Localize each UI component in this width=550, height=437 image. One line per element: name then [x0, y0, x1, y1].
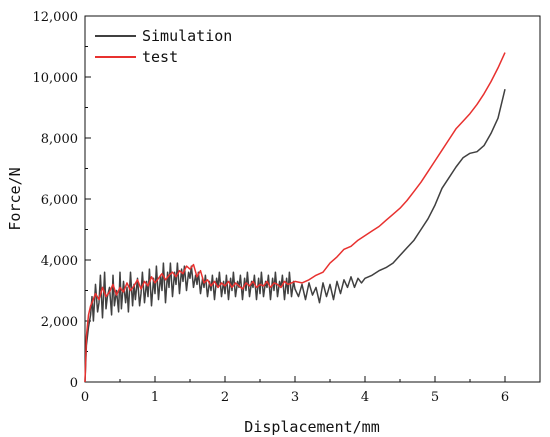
x-tick-label: 3: [291, 390, 299, 405]
series-line-test: [84, 52, 506, 383]
x-axis-ticks: 0 1 2 3 4 5 6: [81, 376, 509, 405]
x-tick-label: 1: [151, 390, 159, 405]
y-axis-ticks: 0 2,000 4,000 6,000 8,000 10,000 12,000: [33, 10, 91, 391]
legend-label-simulation: Simulation: [142, 27, 232, 45]
x-tick-label: 0: [81, 390, 89, 405]
x-tick-label: 5: [431, 390, 439, 405]
legend: Simulation test: [95, 27, 232, 66]
legend-label-test: test: [142, 48, 178, 66]
y-tick-label: 4,000: [41, 254, 78, 269]
y-tick-label: 2,000: [41, 315, 78, 330]
x-tick-label: 4: [361, 390, 369, 405]
y-tick-label: 8,000: [41, 132, 78, 147]
y-tick-label: 0: [70, 376, 78, 391]
y-axis-title: Force/N: [6, 167, 24, 230]
x-axis-title: Displacement/mm: [244, 418, 379, 436]
series-line-simulation: [84, 89, 506, 383]
series-layer: [84, 52, 506, 383]
x-tick-label: 2: [221, 390, 229, 405]
y-tick-label: 12,000: [33, 10, 79, 25]
x-tick-label: 6: [501, 390, 509, 405]
y-tick-label: 10,000: [33, 71, 79, 86]
y-tick-label: 6,000: [41, 193, 78, 208]
plot-frame: [84, 15, 541, 383]
